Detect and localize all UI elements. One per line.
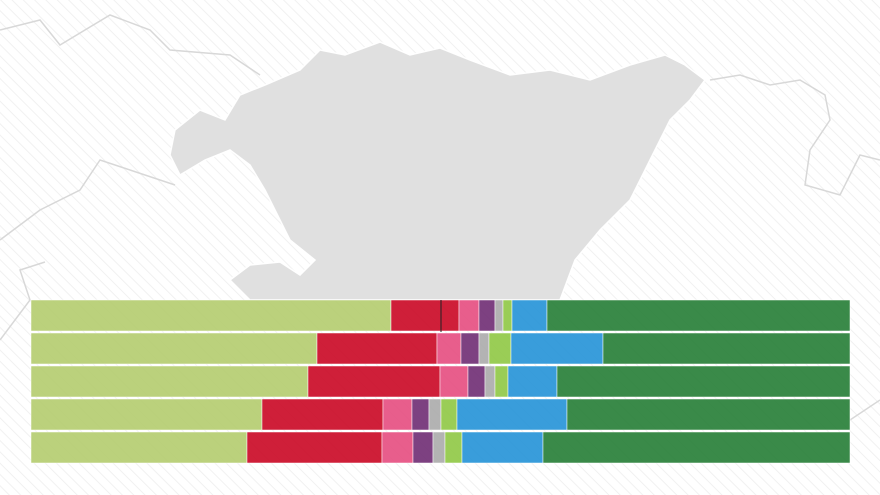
bar-segment <box>467 365 486 398</box>
bar-segment <box>436 332 462 365</box>
bar-segment <box>30 365 309 398</box>
bar-segment <box>30 398 263 431</box>
bar-segment <box>439 365 469 398</box>
bar-segment <box>412 431 434 464</box>
bar-segment <box>484 365 496 398</box>
bar-segment <box>456 398 568 431</box>
bar-segment <box>381 431 414 464</box>
bar-segment <box>458 299 480 332</box>
bar-segment <box>316 332 438 365</box>
bar-segment <box>411 398 430 431</box>
map <box>0 14 880 421</box>
bar-segment <box>502 299 513 332</box>
bar-segment <box>440 398 458 431</box>
bar-segment <box>566 398 851 431</box>
bar-segment <box>246 431 383 464</box>
bar-segment <box>390 299 460 332</box>
bar-segment <box>602 332 851 365</box>
bar-segment <box>556 365 851 398</box>
bar-segment <box>510 332 604 365</box>
bar-segment <box>444 431 463 464</box>
bar-segment <box>494 299 504 332</box>
bar-segment <box>307 365 441 398</box>
bar-segment <box>478 332 490 365</box>
bar-segment <box>30 299 392 332</box>
bar-segment <box>478 299 496 332</box>
bar-segment <box>488 332 512 365</box>
bars <box>30 299 851 464</box>
bar-segment <box>542 431 851 464</box>
bar-segment <box>461 431 544 464</box>
bar-segment <box>382 398 413 431</box>
bar-segment <box>432 431 446 464</box>
bar-segment <box>511 299 548 332</box>
bar-segment <box>546 299 851 332</box>
region <box>169 41 707 301</box>
bar-segment <box>494 365 509 398</box>
bar-segment <box>261 398 384 431</box>
bar-segment <box>428 398 442 431</box>
bar-segment <box>507 365 558 398</box>
bar-segment <box>30 332 318 365</box>
bar-segment <box>460 332 480 365</box>
bar-segment <box>30 431 248 464</box>
